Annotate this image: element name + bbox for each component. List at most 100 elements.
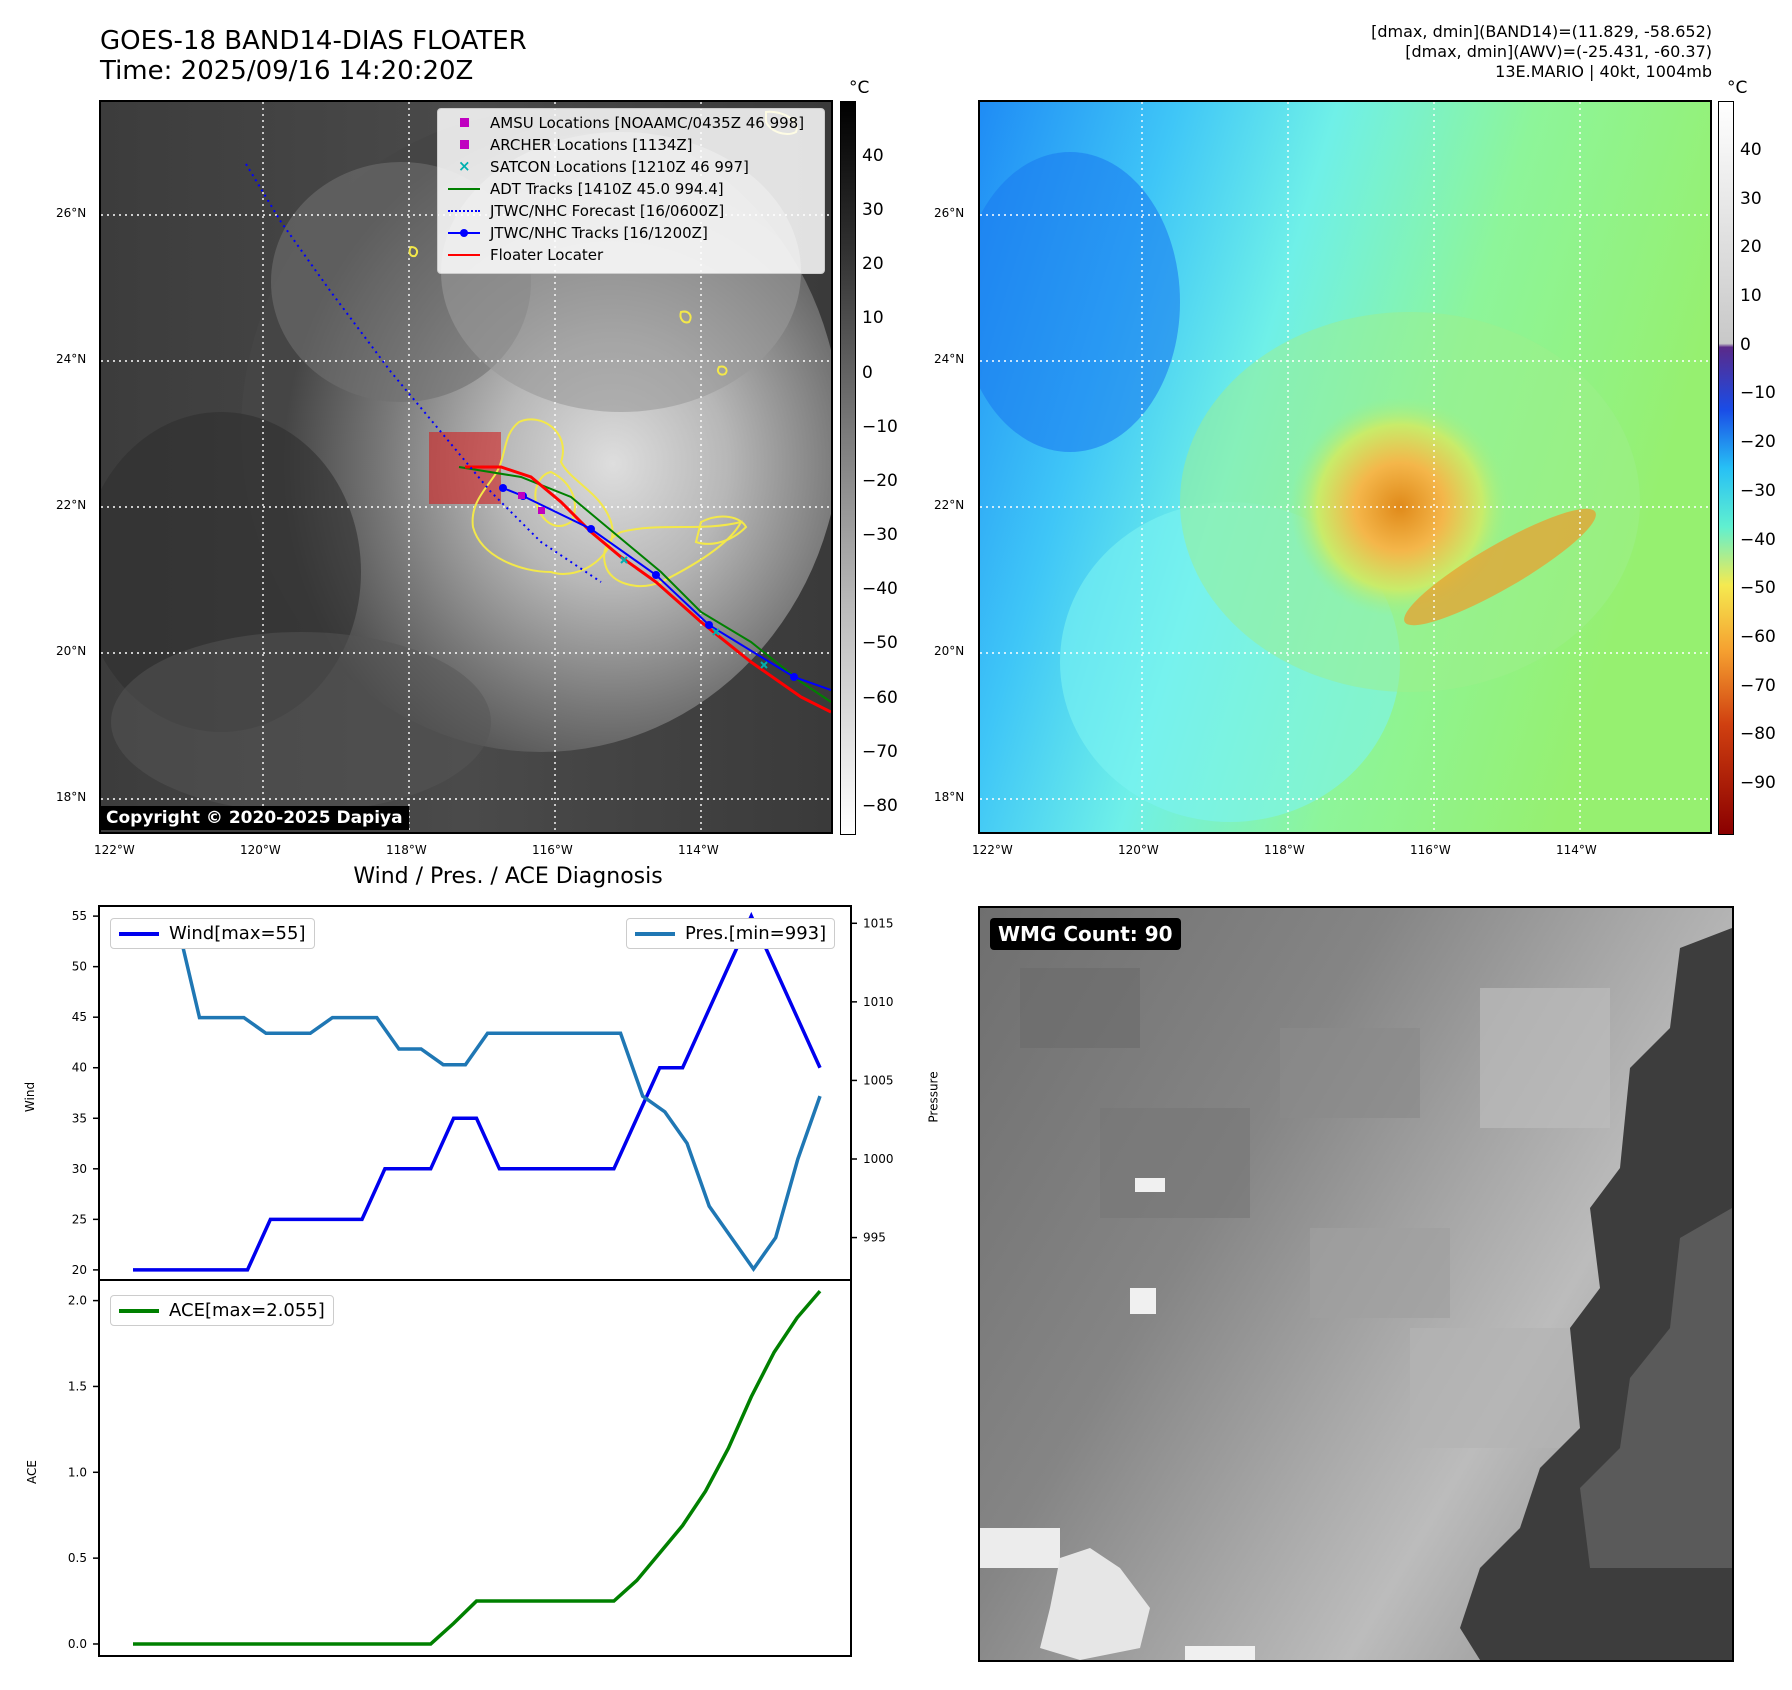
awv-cbar-tick-m80: −80 [1740, 724, 1776, 744]
awv-cbar-tick-0: 0 [1740, 335, 1751, 355]
legend-key-adt [446, 179, 482, 199]
wind-pressure-plot: 20 25 30 35 40 45 50 55 995 1000 1005 1010 1015 [72, 905, 894, 1281]
ace-tick-label: 1.0 [68, 1465, 87, 1479]
legend-ace-label: ACE[max=2.055] [169, 1300, 325, 1321]
legend-key-amsu [446, 113, 482, 133]
awv-cbar-tick-10: 10 [1740, 286, 1762, 306]
ir-cbar-tick-30: 30 [862, 200, 884, 220]
wmg-panel [978, 906, 1734, 1662]
legend-item-floater: Floater Locater [446, 245, 603, 265]
info-storm: 13E.MARIO | 40kt, 1004mb [1495, 62, 1712, 81]
legend-pressure-swatch [635, 931, 675, 936]
ace-frame [98, 1279, 852, 1657]
legend-label-satcon: SATCON Locations [1210Z 46 997] [490, 158, 749, 176]
ir-cbar-tick-m20: −20 [862, 471, 898, 491]
awv-colorbar-unit: °C [1727, 78, 1748, 98]
ace-axis-title: ACE [24, 1460, 39, 1484]
ir-cbar-tick-20: 20 [862, 254, 884, 274]
wind-tick-label: 40 [72, 1061, 87, 1075]
legend-key-tracks [446, 223, 482, 243]
legend-key-satcon: × [458, 157, 471, 175]
legend-item-archer: ARCHER Locations [1134Z] [446, 135, 693, 155]
lat-label-20-right: 20°N [934, 644, 965, 658]
lon-label-116-left: 116°W [532, 843, 573, 857]
awv-map-panel [978, 100, 1712, 834]
lat-label-26-left: 26°N [56, 206, 87, 220]
legend-label-amsu: AMSU Locations [NOAAMC/0435Z 46 998] [490, 114, 805, 132]
info-awv-range: [dmax, dmin](AWV)=(-25.431, -60.37) [1405, 42, 1712, 61]
ace-tick-label: 2.0 [68, 1294, 87, 1308]
title-line-time: Time: 2025/09/16 14:20:20Z [100, 56, 474, 86]
lat-label-24-right: 24°N [934, 352, 965, 366]
pressure-tick-label: 1000 [863, 1152, 894, 1166]
ace-tick-label: 0.0 [68, 1637, 87, 1651]
legend-ace-swatch [119, 1308, 159, 1313]
legend-wind: Wind[max=55] [110, 918, 315, 949]
legend-key-archer [446, 135, 482, 155]
awv-cbar-tick-m20: −20 [1740, 432, 1776, 452]
ir-cbar-tick-m60: −60 [862, 688, 898, 708]
legend-label-archer: ARCHER Locations [1134Z] [490, 136, 693, 154]
awv-cbar-tick-m40: −40 [1740, 530, 1776, 550]
pressure-tick-label: 1015 [863, 916, 894, 930]
legend-label-floater: Floater Locater [490, 246, 604, 264]
awv-cbar-tick-40: 40 [1740, 140, 1762, 160]
ir-cbar-tick-40: 40 [862, 146, 884, 166]
lon-label-118-right: 118°W [1264, 843, 1305, 857]
awv-colorbar [1718, 101, 1734, 835]
lon-label-118-left: 118°W [386, 843, 427, 857]
wind-tick-label: 50 [72, 960, 87, 974]
awv-cbar-tick-m50: −50 [1740, 578, 1776, 598]
legend-item-forecast: JTWC/NHC Forecast [16/0600Z] [446, 201, 724, 221]
wmg-image [980, 908, 1732, 1660]
wmg-count-badge: WMG Count: 90 [990, 918, 1181, 950]
legend-key-floater [446, 245, 482, 265]
ir-colorbar [840, 101, 856, 835]
wind-tick-label: 30 [72, 1162, 87, 1176]
legend-item-adt: ADT Tracks [1410Z 45.0 994.4] [446, 179, 724, 199]
lat-label-20-left: 20°N [56, 644, 87, 658]
copyright-label: Copyright © 2020-2025 Dapiya [100, 806, 409, 830]
map-legend: AMSU Locations [NOAAMC/0435Z 46 998] ARC… [437, 108, 825, 274]
ace-series-line [133, 1290, 822, 1646]
ir-cbar-tick-m80: −80 [862, 796, 898, 816]
lat-label-22-left: 22°N [56, 498, 87, 512]
legend-item-satcon: × SATCON Locations [1210Z 46 997] [446, 157, 749, 177]
wind-pressure-frame [98, 905, 852, 1281]
legend-label-forecast: JTWC/NHC Forecast [16/0600Z] [490, 202, 725, 220]
ir-cbar-tick-10: 10 [862, 308, 884, 328]
awv-cbar-tick-m30: −30 [1740, 481, 1776, 501]
lon-label-114-right: 114°W [1556, 843, 1597, 857]
lon-label-122-left: 122°W [94, 843, 135, 857]
awv-cbar-tick-30: 30 [1740, 189, 1762, 209]
lat-label-26-right: 26°N [934, 206, 965, 220]
ir-cbar-tick-0: 0 [862, 363, 873, 383]
pressure-series-line [133, 921, 822, 1273]
diagnosis-title: Wind / Pres. / ACE Diagnosis [353, 864, 663, 889]
legend-item-amsu: AMSU Locations [NOAAMC/0435Z 46 998] [446, 113, 804, 133]
figure-title: GOES-18 BAND14-DIAS FLOATER Time: 2025/0… [100, 26, 527, 86]
legend-wind-swatch [119, 931, 159, 936]
awv-cbar-tick-20: 20 [1740, 237, 1762, 257]
legend-pressure-label: Pres.[min=993] [685, 923, 827, 944]
lon-label-120-left: 120°W [240, 843, 281, 857]
legend-item-tracks: JTWC/NHC Tracks [16/1200Z] [446, 223, 708, 243]
info-band14-range: [dmax, dmin](BAND14)=(11.829, -58.652) [1371, 22, 1712, 41]
title-line-satellite: GOES-18 BAND14-DIAS FLOATER [100, 26, 527, 56]
legend-ace: ACE[max=2.055] [110, 1295, 334, 1326]
awv-cbar-tick-m90: −90 [1740, 773, 1776, 793]
ir-cbar-tick-m70: −70 [862, 742, 898, 762]
lon-label-116-right: 116°W [1410, 843, 1451, 857]
wind-series-line [133, 911, 822, 1272]
info-block: [dmax, dmin](BAND14)=(11.829, -58.652) [… [1371, 22, 1712, 82]
awv-cbar-tick-m10: −10 [1740, 383, 1776, 403]
pressure-tick-label: 1010 [863, 995, 894, 1009]
wind-tick-label: 55 [72, 909, 87, 923]
wind-tick-label: 25 [72, 1212, 87, 1226]
lat-label-22-right: 22°N [934, 498, 965, 512]
ir-cbar-tick-m10: −10 [862, 417, 898, 437]
wind-axis-title: Wind [23, 1081, 38, 1113]
ace-tick-label: 1.5 [68, 1379, 87, 1393]
legend-pressure: Pres.[min=993] [626, 918, 836, 949]
